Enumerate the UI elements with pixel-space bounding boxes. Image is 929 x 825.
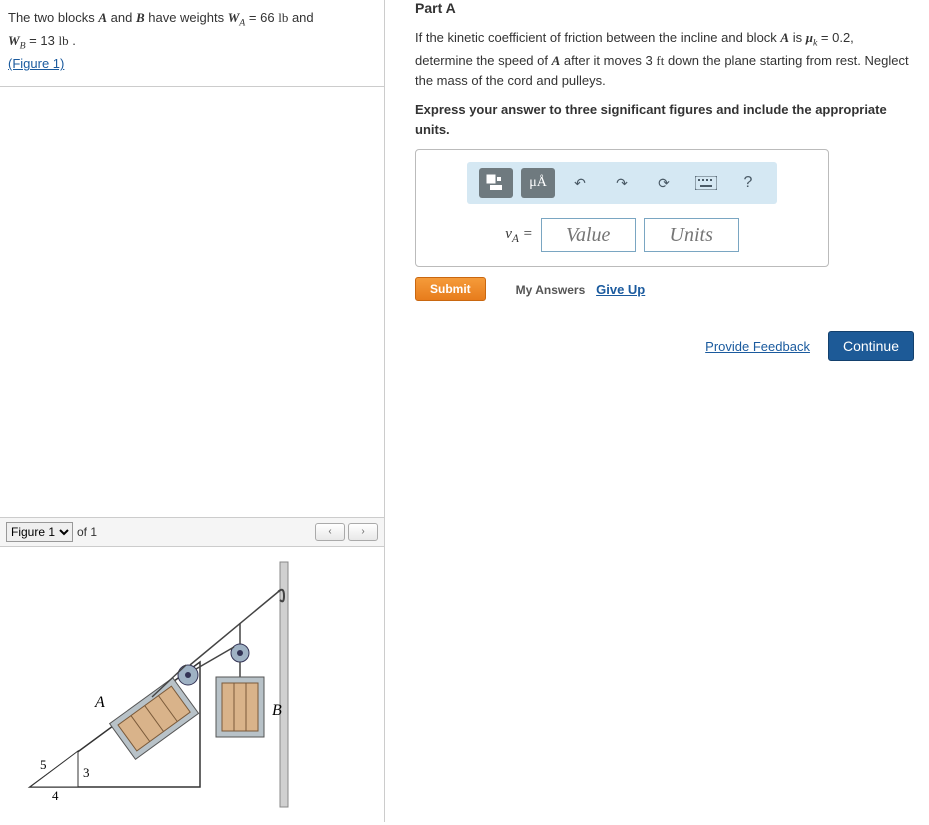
text: after it moves 3: [564, 53, 656, 68]
sub: B: [20, 41, 26, 52]
sym: W: [228, 10, 240, 25]
units-input[interactable]: [644, 218, 739, 252]
answer-box: μÅ ↶ ↷ ⟳ ? vA =: [415, 149, 829, 267]
provide-feedback-link[interactable]: Provide Feedback: [705, 339, 810, 354]
give-up-link[interactable]: Give Up: [596, 282, 645, 297]
submit-row: Submit My Answers Give Up: [415, 277, 914, 301]
val: 13: [40, 33, 54, 48]
part-body: If the kinetic coefficient of friction b…: [415, 28, 914, 90]
sub: A: [239, 18, 245, 29]
answer-row: vA =: [428, 218, 816, 252]
text: have weights: [148, 10, 228, 25]
units-icon[interactable]: μÅ: [521, 168, 555, 198]
template-icon[interactable]: [479, 168, 513, 198]
sym: μ: [806, 30, 813, 45]
var: A: [552, 53, 561, 68]
tri-3: 3: [83, 765, 90, 780]
format-toolbar: μÅ ↶ ↷ ⟳ ?: [467, 162, 777, 204]
figure-count: of 1: [77, 525, 97, 539]
text: is: [793, 30, 806, 45]
right-panel: Part A If the kinetic coefficient of fri…: [385, 0, 929, 822]
sub: A: [512, 233, 519, 245]
text: =: [249, 10, 260, 25]
figure-link[interactable]: (Figure 1): [8, 56, 64, 71]
var-b: B: [136, 10, 145, 25]
sym: W: [8, 33, 20, 48]
answers-links: My Answers Give Up: [516, 282, 646, 297]
var: v: [505, 226, 512, 242]
eq: =: [519, 226, 533, 242]
unit: lb: [278, 10, 288, 25]
text: =: [29, 33, 40, 48]
instruction: Express your answer to three significant…: [415, 100, 914, 139]
label-a: A: [94, 694, 105, 711]
val: 66: [260, 10, 274, 25]
figure-image: 5 4 3 A: [0, 547, 384, 822]
continue-button[interactable]: Continue: [828, 331, 914, 361]
text: If the kinetic coefficient of friction b…: [415, 30, 780, 45]
prev-figure-button[interactable]: ‹: [315, 523, 345, 541]
unit: lb: [58, 33, 68, 48]
figure-toolbar: Figure 1 of 1 ‹ ›: [0, 517, 384, 547]
var: A: [780, 30, 789, 45]
text: and: [292, 10, 314, 25]
figure-panel: Figure 1 of 1 ‹ › 5 4 3: [0, 517, 384, 822]
undo-icon[interactable]: ↶: [563, 168, 597, 198]
tri-4: 4: [52, 788, 59, 803]
my-answers-label: My Answers: [516, 283, 586, 297]
answer-variable: vA =: [505, 226, 532, 245]
left-panel: The two blocks A and B have weights WA =…: [0, 0, 385, 822]
redo-icon[interactable]: ↷: [605, 168, 639, 198]
unit: ft: [656, 53, 664, 68]
text: The two blocks: [8, 10, 98, 25]
submit-button[interactable]: Submit: [415, 277, 486, 301]
tri-5: 5: [40, 757, 47, 772]
part-title: Part A: [415, 0, 914, 16]
footer-row: Provide Feedback Continue: [415, 331, 914, 361]
problem-statement: The two blocks A and B have weights WA =…: [0, 0, 384, 87]
figure-select[interactable]: Figure 1: [6, 522, 73, 542]
sub: k: [813, 38, 817, 49]
value-input[interactable]: [541, 218, 636, 252]
next-figure-button[interactable]: ›: [348, 523, 378, 541]
text: and: [111, 10, 136, 25]
var-a: A: [98, 10, 107, 25]
keyboard-icon[interactable]: [689, 168, 723, 198]
help-icon[interactable]: ?: [731, 168, 765, 198]
reset-icon[interactable]: ⟳: [647, 168, 681, 198]
text: .: [72, 33, 76, 48]
label-b: B: [272, 702, 282, 719]
